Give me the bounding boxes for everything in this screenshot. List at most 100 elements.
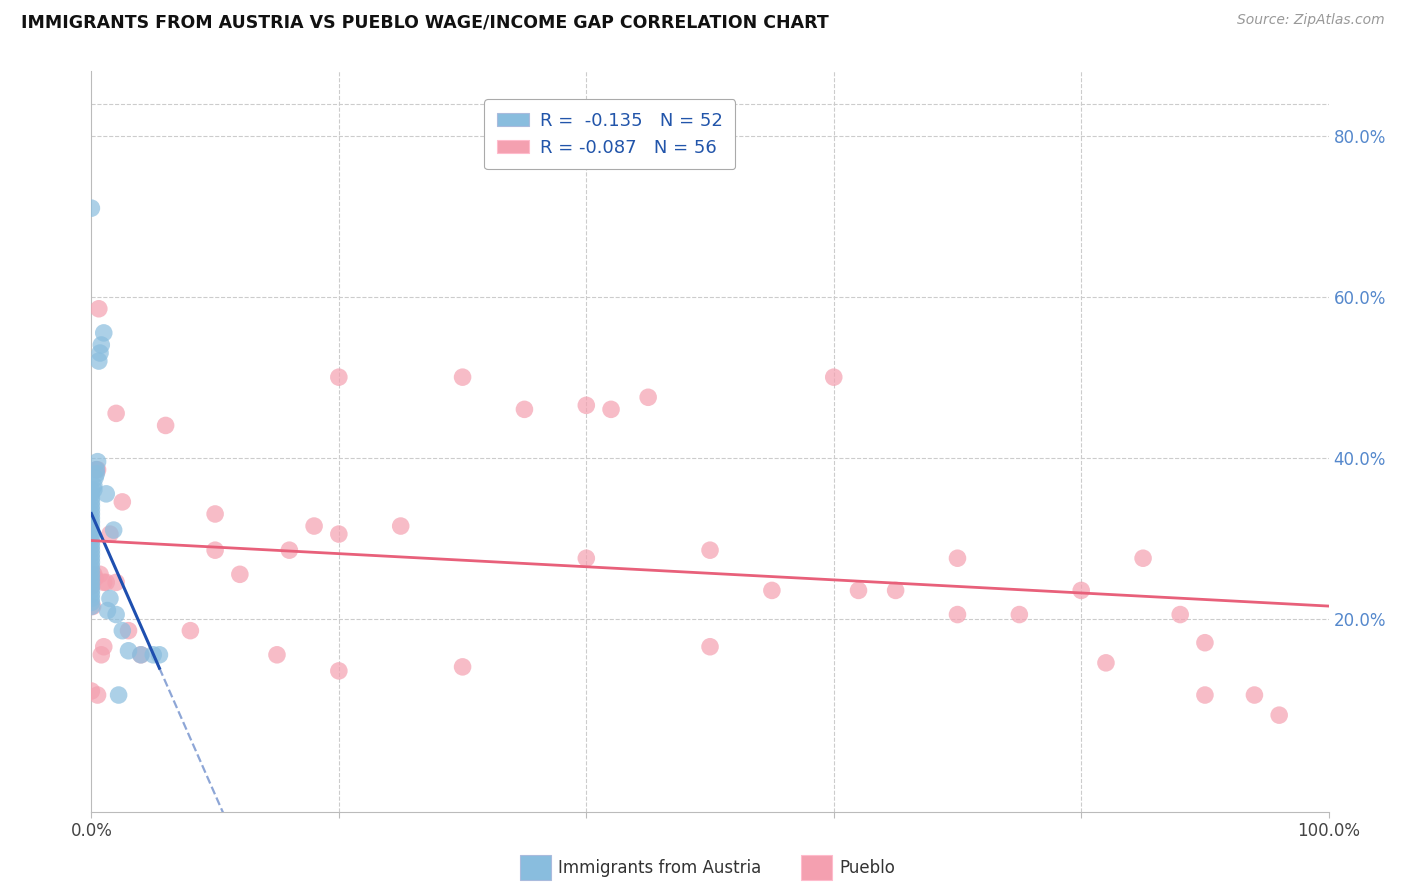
Point bbox=[302, 519, 325, 533]
Point bbox=[80, 583, 103, 598]
Point bbox=[155, 418, 177, 433]
Point bbox=[699, 640, 721, 654]
Point bbox=[513, 402, 536, 417]
Point bbox=[80, 547, 103, 561]
Point bbox=[96, 487, 118, 501]
Text: Immigrants from Austria: Immigrants from Austria bbox=[558, 859, 762, 877]
Point bbox=[80, 487, 103, 501]
Point bbox=[80, 543, 103, 558]
Point bbox=[80, 571, 103, 585]
Point bbox=[80, 591, 103, 606]
Point bbox=[80, 587, 103, 601]
Point bbox=[328, 664, 350, 678]
Point bbox=[80, 491, 103, 505]
Point bbox=[1194, 636, 1216, 650]
Point bbox=[328, 527, 350, 541]
Point bbox=[1243, 688, 1265, 702]
Point bbox=[80, 535, 103, 549]
Point bbox=[105, 607, 128, 622]
Point bbox=[80, 201, 103, 215]
Point bbox=[93, 575, 115, 590]
Point bbox=[148, 648, 170, 662]
Point bbox=[111, 495, 134, 509]
Point bbox=[80, 507, 103, 521]
Point bbox=[86, 455, 108, 469]
Point bbox=[86, 463, 108, 477]
Point bbox=[884, 583, 907, 598]
Point bbox=[83, 483, 105, 497]
Point bbox=[107, 688, 129, 702]
Point bbox=[1070, 583, 1092, 598]
Point bbox=[80, 579, 103, 593]
Point bbox=[80, 563, 103, 577]
Point bbox=[80, 527, 103, 541]
Point bbox=[848, 583, 870, 598]
Point bbox=[229, 567, 252, 582]
Point bbox=[823, 370, 845, 384]
Point bbox=[761, 583, 783, 598]
Point bbox=[86, 467, 108, 481]
Point bbox=[204, 543, 226, 558]
Point bbox=[80, 503, 103, 517]
Point bbox=[1008, 607, 1031, 622]
Text: Source: ZipAtlas.com: Source: ZipAtlas.com bbox=[1237, 13, 1385, 28]
Point bbox=[80, 551, 103, 566]
Point bbox=[278, 543, 301, 558]
Point bbox=[1268, 708, 1291, 723]
Point bbox=[96, 603, 118, 617]
Point bbox=[84, 571, 107, 585]
Point bbox=[389, 519, 412, 533]
Point bbox=[451, 370, 474, 384]
Point bbox=[89, 567, 111, 582]
Point bbox=[89, 346, 111, 360]
Point bbox=[90, 648, 112, 662]
Point bbox=[86, 688, 108, 702]
Point bbox=[98, 591, 121, 606]
Point bbox=[1168, 607, 1191, 622]
Point bbox=[1194, 688, 1216, 702]
Point bbox=[86, 463, 108, 477]
Point bbox=[80, 519, 103, 533]
Point bbox=[80, 559, 103, 574]
Point bbox=[80, 684, 103, 698]
Point bbox=[637, 390, 659, 404]
Point bbox=[105, 575, 128, 590]
Point bbox=[1095, 656, 1118, 670]
Point bbox=[80, 595, 103, 609]
Point bbox=[600, 402, 623, 417]
Point bbox=[129, 648, 152, 662]
Point bbox=[93, 640, 115, 654]
Point bbox=[575, 551, 598, 566]
Point bbox=[80, 539, 103, 553]
Point bbox=[129, 648, 152, 662]
Point bbox=[84, 471, 107, 485]
Point bbox=[142, 648, 165, 662]
Point bbox=[117, 624, 139, 638]
Point bbox=[80, 531, 103, 545]
Point bbox=[80, 511, 103, 525]
Point bbox=[451, 660, 474, 674]
Point bbox=[80, 567, 103, 582]
Text: IMMIGRANTS FROM AUSTRIA VS PUEBLO WAGE/INCOME GAP CORRELATION CHART: IMMIGRANTS FROM AUSTRIA VS PUEBLO WAGE/I… bbox=[21, 13, 830, 31]
Point bbox=[80, 499, 103, 513]
Text: Pueblo: Pueblo bbox=[839, 859, 896, 877]
Point bbox=[83, 479, 105, 493]
Point bbox=[699, 543, 721, 558]
Point bbox=[946, 607, 969, 622]
Point bbox=[328, 370, 350, 384]
Point bbox=[117, 644, 139, 658]
Point bbox=[90, 338, 112, 352]
Point bbox=[80, 495, 103, 509]
Point bbox=[80, 575, 103, 590]
Point bbox=[103, 523, 125, 537]
Point bbox=[80, 515, 103, 529]
Point bbox=[80, 555, 103, 569]
Point bbox=[83, 567, 105, 582]
Point bbox=[105, 406, 128, 420]
Point bbox=[86, 463, 108, 477]
Point bbox=[179, 624, 201, 638]
Point bbox=[80, 483, 103, 497]
Legend: R =  -0.135   N = 52, R = -0.087   N = 56: R = -0.135 N = 52, R = -0.087 N = 56 bbox=[484, 99, 735, 169]
Point bbox=[82, 599, 104, 614]
Point bbox=[80, 523, 103, 537]
